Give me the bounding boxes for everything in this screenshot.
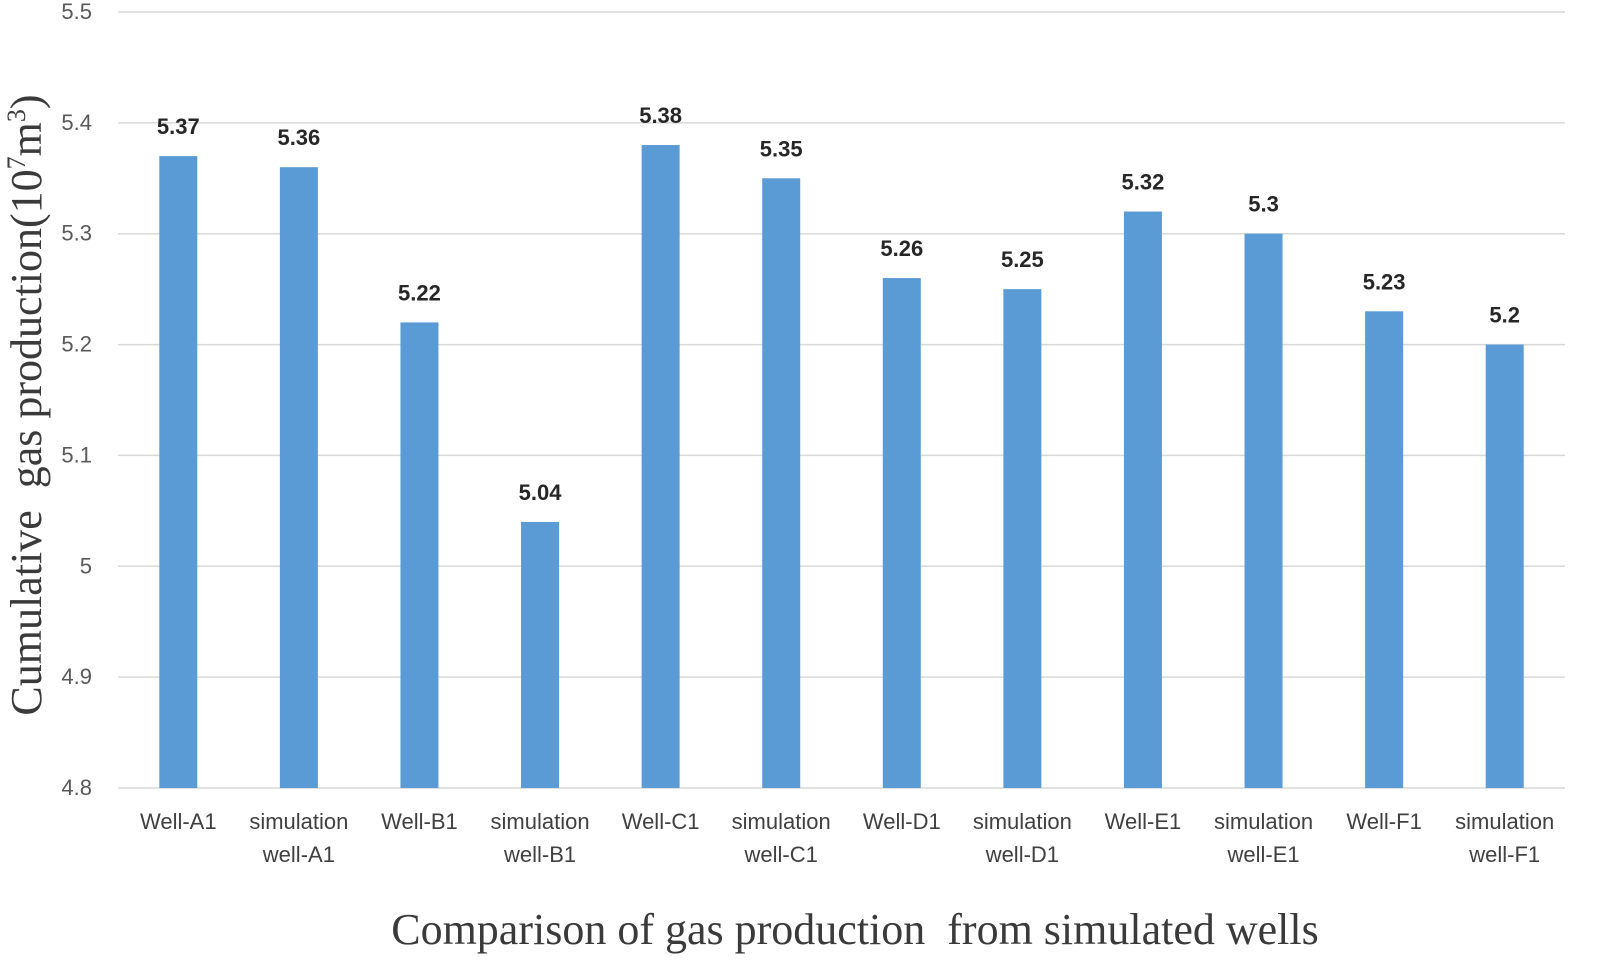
category-label: Well-D1 (863, 809, 941, 834)
y-axis-title: Cumulative gas production(107m3) (2, 94, 51, 715)
bar (1244, 233, 1283, 788)
category-label: Well-F1 (1346, 809, 1421, 834)
bar (641, 145, 680, 788)
data-label: 5.35 (760, 136, 803, 161)
data-label: 5.37 (157, 114, 200, 139)
category-label: well-E1 (1226, 842, 1299, 867)
category-label: simulation (732, 809, 831, 834)
data-label: 5.23 (1363, 269, 1406, 294)
category-label: simulation (1455, 809, 1554, 834)
bar (1123, 211, 1162, 789)
data-label: 5.3 (1248, 192, 1279, 217)
data-label: 5.25 (1001, 247, 1044, 272)
data-label: 5.38 (639, 103, 682, 128)
category-label: simulation (491, 809, 590, 834)
bars (159, 145, 1524, 789)
data-label: 5.2 (1489, 303, 1520, 328)
category-label: simulation (249, 809, 348, 834)
category-label: well-F1 (1468, 842, 1540, 867)
y-axis-title-close: ) (2, 94, 51, 109)
bar (279, 167, 318, 788)
data-labels: 5.37 5.36 5.22 5.04 5.38 5.35 5.26 5.25 5.32 5.3 5… (157, 103, 1520, 505)
x-axis-category-labels: Well-A1 simulation well-A1 Well-B1 simulatio… (140, 809, 1554, 867)
bar (159, 156, 198, 789)
data-label: 5.32 (1122, 170, 1165, 195)
category-label: well-B1 (503, 842, 576, 867)
data-label: 5.04 (519, 480, 563, 505)
y-tick-label: 4.8 (61, 775, 92, 800)
gridlines (118, 11, 1565, 789)
y-tick-label: 5.3 (61, 221, 92, 246)
category-label: Well-E1 (1105, 809, 1182, 834)
y-axis-title-main: Cumulative gas production(10 (2, 169, 51, 715)
data-label: 5.36 (277, 125, 320, 150)
category-label: well-D1 (985, 842, 1059, 867)
category-label: Well-C1 (622, 809, 700, 834)
data-label: 5.22 (398, 280, 441, 305)
y-tick-label: 5.4 (61, 110, 92, 135)
category-label: simulation (973, 809, 1072, 834)
bar (521, 521, 560, 788)
category-label: well-A1 (262, 842, 335, 867)
bar (1485, 344, 1524, 788)
y-tick-label: 4.9 (61, 664, 92, 689)
y-tick-label: 5 (80, 553, 92, 578)
x-axis-title: Comparison of gas production from simula… (391, 905, 1319, 954)
category-label: simulation (1214, 809, 1313, 834)
bar (1003, 289, 1042, 788)
y-tick-label: 5.1 (61, 442, 92, 467)
data-label: 5.26 (880, 236, 923, 261)
y-axis-title-exponent: 7 (2, 156, 31, 169)
y-axis-title-unit-exponent: 3 (2, 109, 31, 122)
category-label: Well-B1 (381, 809, 458, 834)
bar (882, 278, 921, 788)
bar (400, 322, 439, 788)
y-tick-label: 5.2 (61, 332, 92, 357)
bar (1365, 311, 1404, 788)
y-axis-title-unit: m (2, 122, 51, 156)
y-axis-tick-labels: 4.8 4.9 5 5.1 5.2 5.3 5.4 5.5 (61, 0, 92, 800)
category-label: Well-A1 (140, 809, 217, 834)
bar (762, 178, 801, 789)
category-label: well-C1 (744, 842, 818, 867)
y-tick-label: 5.5 (61, 0, 92, 24)
